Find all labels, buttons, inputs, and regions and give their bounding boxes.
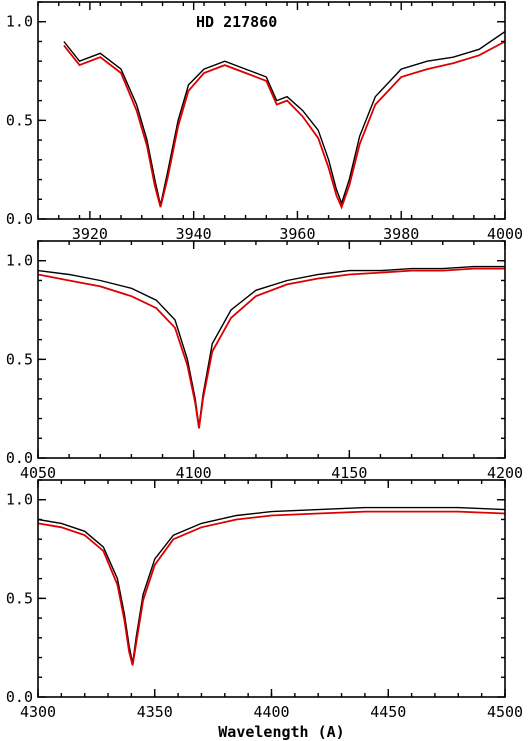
- x-tick-label-panel-1: 4000: [487, 225, 523, 243]
- plot-frame-panel-2: [37, 240, 506, 459]
- spectrum-line-observed-panel-3: [38, 506, 505, 664]
- x-tick-label-panel-1: 3960: [279, 225, 315, 243]
- y-tick-label-panel-1: 1.0: [6, 13, 33, 31]
- x-axis-title: Wavelength (A): [218, 723, 344, 741]
- x-tick-label-panel-1: 3940: [176, 225, 212, 243]
- x-tick-label-panel-3: 4400: [253, 703, 289, 721]
- chart-title: HD 217860: [196, 13, 277, 31]
- y-tick-label-panel-1: 0.0: [6, 210, 33, 228]
- spectrum-line-model-panel-1: [63, 40, 505, 210]
- x-tick-label-panel-3: 4450: [370, 703, 406, 721]
- x-tick-label-panel-2: 4100: [176, 464, 212, 482]
- y-tick-label-panel-3: 1.0: [6, 491, 33, 509]
- x-tick-label-panel-3: 4300: [20, 703, 56, 721]
- spectrum-line-observed-panel-1: [63, 31, 505, 206]
- x-tick-label-panel-2: 4200: [487, 464, 523, 482]
- x-tick-label-panel-3: 4350: [137, 703, 173, 721]
- spectrum-line-observed-panel-2: [38, 265, 505, 427]
- x-tick-label-panel-2: 4050: [20, 464, 56, 482]
- plot-frame-panel-1: [37, 1, 506, 220]
- spectrum-line-model-panel-2: [38, 267, 505, 429]
- y-tick-label-panel-2: 0.5: [6, 350, 33, 368]
- x-tick-label-panel-1: 3980: [383, 225, 419, 243]
- y-tick-label-panel-2: 0.0: [6, 449, 33, 467]
- y-tick-label-panel-2: 1.0: [6, 252, 33, 270]
- spectrum-line-model-panel-3: [38, 510, 505, 666]
- y-tick-label-panel-3: 0.0: [6, 688, 33, 706]
- x-tick-label-panel-1: 3920: [72, 225, 108, 243]
- y-tick-label-panel-3: 0.5: [6, 589, 33, 607]
- y-tick-label-panel-1: 0.5: [6, 111, 33, 129]
- plot-frame-panel-3: [37, 479, 506, 698]
- x-tick-label-panel-3: 4500: [487, 703, 523, 721]
- x-tick-label-panel-2: 4150: [331, 464, 367, 482]
